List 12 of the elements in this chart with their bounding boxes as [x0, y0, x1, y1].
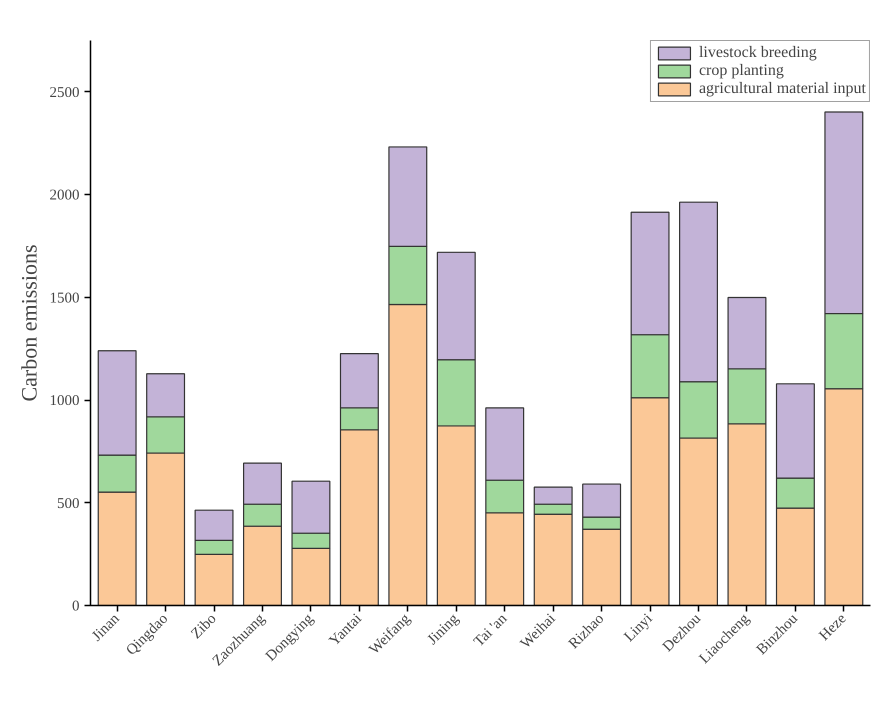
x-tick-label: Tai 'an	[471, 610, 511, 650]
y-tick-label: 2000	[50, 188, 80, 204]
x-tick-label: Heze	[816, 610, 850, 644]
legend-label: agricultural material input	[698, 80, 866, 98]
legend-label: crop planting	[698, 62, 784, 80]
legend-label: livestock breeding	[698, 44, 817, 62]
y-tick-label: 2500	[50, 84, 80, 101]
y-tick-label: 0	[72, 598, 80, 614]
y-tick-label: 500	[57, 496, 80, 512]
y-axis-title: Carbon emissions	[16, 244, 42, 402]
y-tick-label: 1500	[50, 290, 80, 306]
y-tick-label: 1000	[50, 393, 80, 410]
